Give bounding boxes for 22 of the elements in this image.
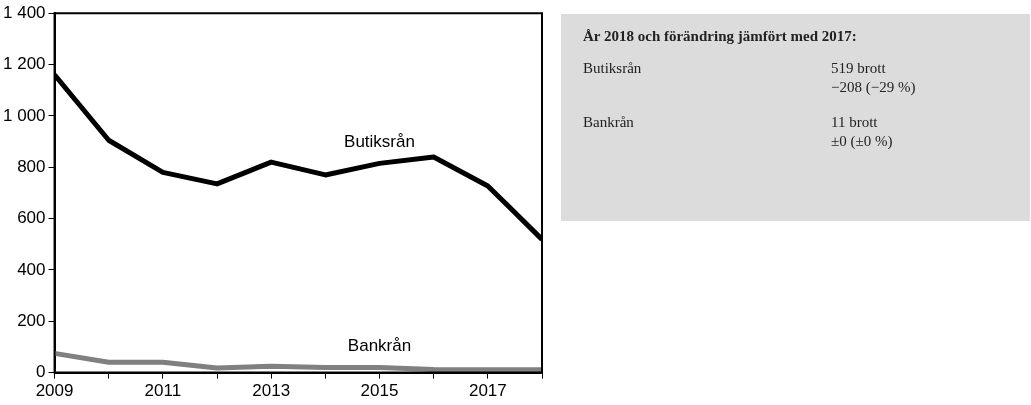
text: ±0 (±0 %): [831, 133, 893, 149]
y-tick-label: 600: [17, 208, 46, 228]
y-tick-label: 1 000: [2, 105, 46, 125]
x-tick-label: 2013: [252, 381, 291, 401]
y-tick-label: 800: [17, 156, 46, 176]
y-tick-label: 200: [17, 310, 46, 330]
text: Butiksrån: [583, 59, 643, 78]
x-tick-label: 2011: [144, 381, 182, 401]
series-label: Bankrån: [347, 336, 412, 356]
text: 519 brott: [831, 60, 886, 76]
text: År 2018 och förändring jämfört med 2017:: [583, 28, 858, 45]
x-tick-label: 2017: [468, 381, 507, 401]
text: 11 brott: [831, 114, 878, 130]
x-tick-label: 2009: [35, 381, 74, 401]
y-tick-label: 400: [17, 259, 46, 279]
text: Bankrån: [583, 113, 635, 132]
x-tick-label: 2015: [360, 381, 399, 401]
series-label: Butiksrån: [344, 132, 415, 152]
text: −208 (−29 %): [831, 79, 916, 95]
y-tick-label: 1 200: [2, 54, 46, 74]
y-tick-label: 1 400: [2, 2, 46, 22]
y-tick-label: 0: [36, 362, 46, 382]
